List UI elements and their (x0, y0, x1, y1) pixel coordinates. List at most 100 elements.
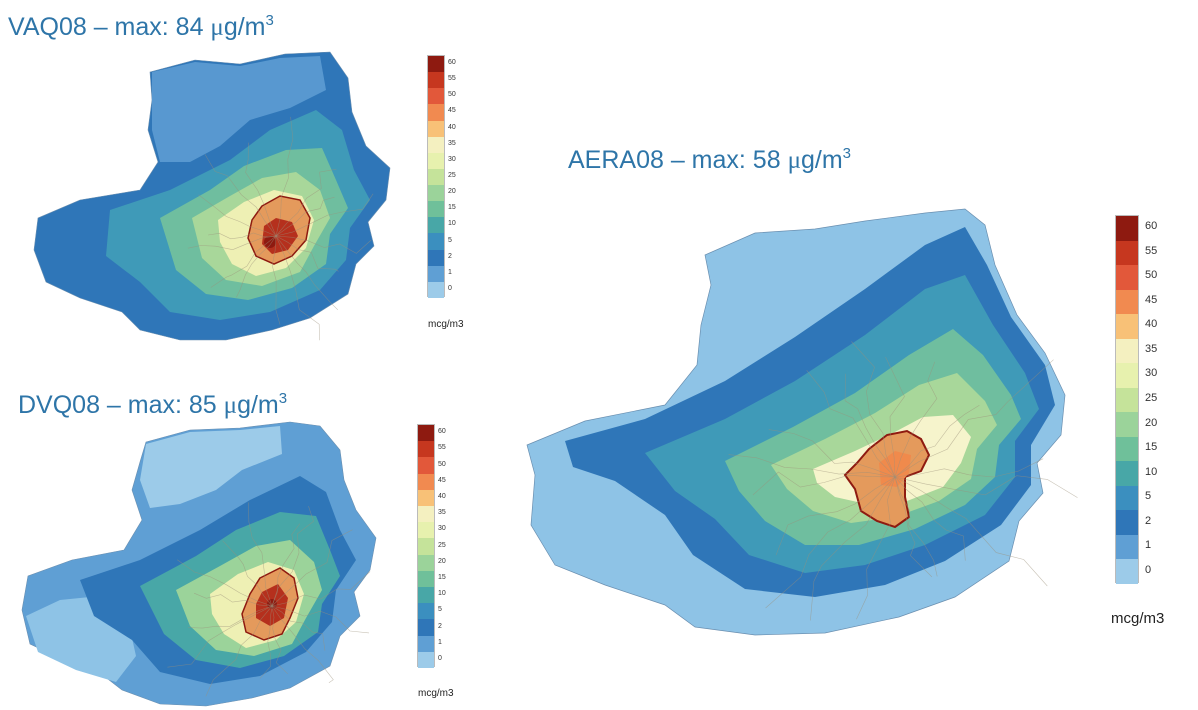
road-line (177, 559, 273, 607)
dvq08-map (21, 421, 377, 707)
aera08-legend-tick: 45 (1145, 293, 1158, 306)
aera08-legend-swatch (1116, 240, 1138, 266)
aera08-legend-tick: 15 (1145, 441, 1158, 454)
vaq08-legend: mcg/m3 60 55 50 45 40 35 30 25 20 15 10 5 2 1 0 (427, 55, 487, 335)
vaq08-legend-swatch (428, 185, 444, 202)
road-line (271, 523, 301, 607)
aera08-legend-swatch (1116, 461, 1138, 487)
vaq08-map (33, 51, 391, 341)
road-line (894, 458, 1044, 478)
vaq08-legend-swatch (428, 120, 444, 138)
aera08-legend-tick: 60 (1145, 220, 1158, 233)
dvq08-legend-swatch (418, 570, 434, 588)
dvq08-legend-swatch (418, 506, 434, 523)
road-line (222, 540, 273, 607)
vaq08-legend-swatch (428, 233, 444, 251)
road-line (187, 605, 273, 629)
road-line (271, 605, 288, 675)
road-line (894, 359, 1054, 478)
aera08-legend-tick: 30 (1145, 367, 1158, 380)
dvq08-legend-tick: 25 (438, 541, 446, 549)
road-line (775, 476, 896, 556)
vaq08-legend-swatch (428, 136, 444, 154)
road-line (208, 232, 277, 240)
aera08-legend-swatch (1116, 559, 1138, 585)
dvq08-legend-swatch (418, 651, 434, 669)
vaq08-legend-tick: 1 (448, 268, 452, 276)
vaq08-legend-swatch (428, 281, 444, 299)
vaq08-legend-tick: 5 (448, 236, 452, 244)
aera08-legend-swatch (1116, 436, 1138, 462)
dvq08-legend: mcg/m3 60 55 50 45 40 35 30 25 20 15 10 5 2 1 0 (417, 424, 477, 709)
road-line (894, 476, 938, 577)
aera08-legend-swatch (1116, 216, 1138, 242)
vaq08-legend-unit: mcg/m3 (428, 319, 464, 330)
vaq08-legend-tick: 15 (448, 204, 456, 212)
road-line (894, 476, 966, 561)
vaq08-legend-swatch (428, 88, 444, 105)
road-line (752, 471, 896, 496)
road-line (844, 373, 896, 478)
vaq08-legend-swatch (428, 201, 444, 218)
aera08-unit-prefix: μ (787, 147, 801, 174)
dvq08-legend-swatch (418, 473, 434, 491)
vaq08-legend-tick: 40 (448, 123, 456, 131)
road-line (193, 592, 273, 607)
road-line (894, 404, 980, 478)
aera08-unit-exp: 3 (842, 145, 851, 162)
dvq08-legend-tick: 40 (438, 492, 446, 500)
dvq08-legend-swatch (418, 619, 434, 637)
aera08-legend-swatch (1116, 387, 1138, 413)
road-line (198, 194, 277, 237)
road-line (187, 235, 277, 251)
aera08-legend-swatch (1116, 338, 1138, 364)
road-line (271, 235, 281, 325)
aera08-title: AERA08 – max: 58 μg/m3 (568, 145, 851, 175)
dvq08-legend-tick: 45 (438, 476, 446, 484)
vaq08-legend-swatch (428, 265, 444, 283)
dvq08-legend-tick: 50 (438, 460, 446, 468)
aera08-unit-main: g/m (800, 146, 843, 174)
aera08-legend-bar (1115, 215, 1139, 585)
road-line (851, 341, 896, 478)
dvq08-unit-exp: 3 (278, 390, 288, 407)
aera08-map (526, 208, 1078, 636)
dvq08-legend-tick: 15 (438, 573, 446, 581)
road-line (894, 476, 1048, 587)
dvq08-region-light (140, 426, 282, 508)
road-line (167, 605, 273, 668)
aera08-legend-tick: 35 (1145, 342, 1158, 355)
aera08-legend-tick: 10 (1145, 465, 1158, 478)
road-line (271, 506, 314, 607)
vaq08-legend-swatch (428, 168, 444, 186)
aera08-legend-tick: 40 (1145, 318, 1158, 331)
vaq08-unit-prefix: μ (210, 14, 224, 41)
road-line (810, 476, 896, 621)
road-line (275, 235, 339, 311)
vaq08-title: VAQ08 – max: 84 μg/m3 (8, 12, 274, 42)
vaq08-unit-exp: 3 (265, 12, 274, 29)
road-line (248, 502, 273, 607)
road-line (275, 193, 374, 237)
dvq08-unit-prefix: μ (223, 392, 238, 419)
vaq08-legend-tick: 50 (448, 91, 456, 99)
vaq08-legend-tick: 25 (448, 172, 456, 179)
dvq08-legend-tick: 30 (438, 525, 446, 533)
aera08-title-text: AERA08 – max: 58 (568, 146, 788, 174)
aera08-legend-tick: 0 (1145, 563, 1152, 576)
dvq08-legend-tick: 55 (438, 444, 446, 452)
dvq08-legend-swatch (418, 441, 434, 458)
aera08-legend-tick: 55 (1145, 244, 1158, 257)
aera08-legend-swatch (1116, 363, 1138, 389)
road-line (275, 196, 335, 237)
dvq08-legend-tick: 5 (438, 606, 442, 614)
aera08-region-core (879, 451, 911, 487)
aera08-legend-tick: 5 (1145, 490, 1152, 503)
road-line (856, 476, 896, 620)
dvq08-legend-swatch (418, 457, 434, 475)
aera08-legend-tick: 1 (1145, 539, 1152, 552)
vaq08-legend-tick: 60 (448, 59, 456, 67)
dvq08-title-text: DVQ08 – max: 85 (18, 391, 224, 419)
dvq08-legend-swatch (418, 489, 434, 507)
road-line (271, 605, 370, 634)
